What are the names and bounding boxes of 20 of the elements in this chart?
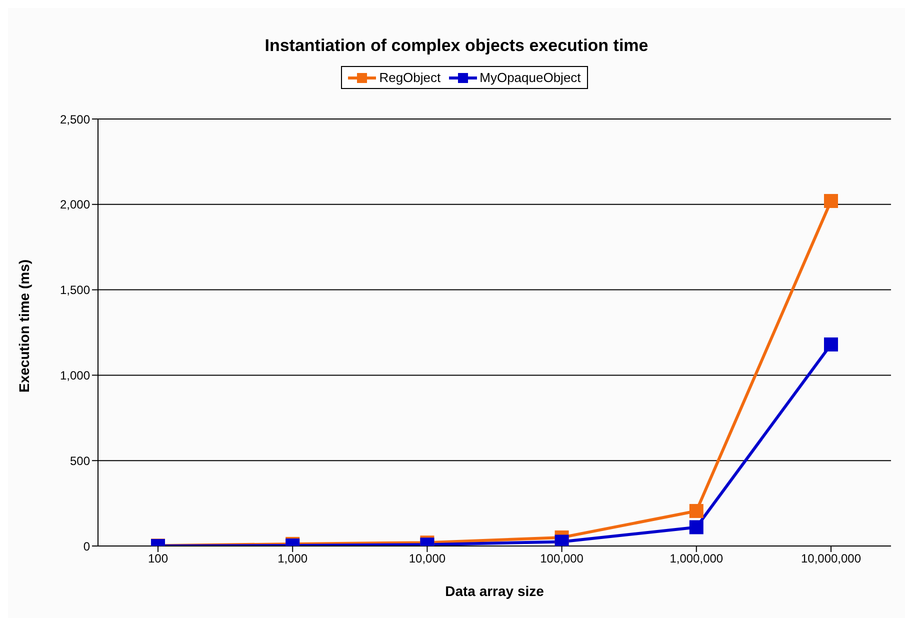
point <box>689 504 704 518</box>
y-tick-label: 1,500 <box>60 283 90 298</box>
chart-title: Instantiation of complex objects execution time <box>264 35 650 56</box>
x-tick-label: 100,000 <box>540 552 584 566</box>
y-tick-label: 2,000 <box>60 198 90 212</box>
x-tick-label: 10,000 <box>408 552 446 566</box>
y-tick-label: 2,500 <box>60 112 90 126</box>
y-tick-label: 500 <box>70 454 90 468</box>
x-axis-title: Data array size <box>445 583 544 599</box>
x-tick-label: 100 <box>148 552 168 566</box>
legend-label: MyOpaqueObject <box>478 70 581 85</box>
x-tick-label: 1,000,000 <box>670 552 724 566</box>
legend-label: RegObject <box>378 70 441 85</box>
y-tick-label: 1,000 <box>60 368 90 382</box>
x-tick-label: 1,000 <box>278 552 308 566</box>
point <box>824 194 838 208</box>
y-tick-label: 0 <box>83 539 90 554</box>
y-axis-title: Execution time (ms) <box>16 259 32 392</box>
point <box>824 337 838 352</box>
x-tick-label: 10,000,000 <box>800 552 862 566</box>
